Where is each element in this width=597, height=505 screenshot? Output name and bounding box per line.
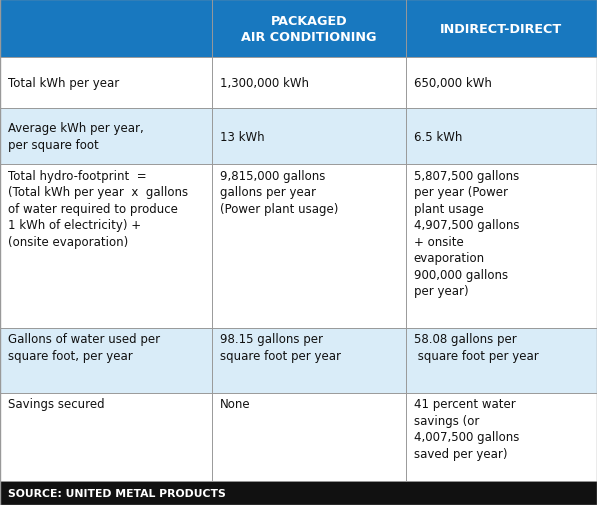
- Bar: [0, 329, 597, 393]
- Text: Total hydro-footprint  =
(Total kWh per year  x  gallons
of water required to pr: Total hydro-footprint = (Total kWh per y…: [8, 169, 188, 248]
- Bar: [0, 393, 597, 481]
- Text: INDIRECT-DIRECT: INDIRECT-DIRECT: [441, 23, 562, 35]
- Bar: [0, 0, 597, 58]
- Text: 650,000 kWh: 650,000 kWh: [414, 77, 491, 90]
- Text: 9,815,000 gallons
gallons per year
(Power plant usage): 9,815,000 gallons gallons per year (Powe…: [220, 169, 338, 215]
- Text: Savings secured: Savings secured: [8, 397, 104, 411]
- Bar: [0, 165, 597, 329]
- Text: Average kWh per year,
per square foot: Average kWh per year, per square foot: [8, 122, 143, 152]
- Text: 13 kWh: 13 kWh: [220, 130, 264, 143]
- Text: 58.08 gallons per
 square foot per year: 58.08 gallons per square foot per year: [414, 333, 538, 362]
- Bar: [0, 58, 597, 109]
- Text: 98.15 gallons per
square foot per year: 98.15 gallons per square foot per year: [220, 333, 341, 362]
- Text: SOURCE: UNITED METAL PRODUCTS: SOURCE: UNITED METAL PRODUCTS: [8, 488, 226, 498]
- Text: 5,807,500 gallons
per year (Power
plant usage
4,907,500 gallons
+ onsite
evapora: 5,807,500 gallons per year (Power plant …: [414, 169, 519, 297]
- Text: 1,300,000 kWh: 1,300,000 kWh: [220, 77, 309, 90]
- Text: 6.5 kWh: 6.5 kWh: [414, 130, 462, 143]
- Bar: [0, 109, 597, 165]
- Text: 41 percent water
savings (or
4,007,500 gallons
saved per year): 41 percent water savings (or 4,007,500 g…: [414, 397, 519, 460]
- Text: PACKAGED
AIR CONDITIONING: PACKAGED AIR CONDITIONING: [241, 15, 377, 43]
- Bar: [0, 481, 597, 505]
- Text: Gallons of water used per
square foot, per year: Gallons of water used per square foot, p…: [8, 333, 160, 362]
- Text: Total kWh per year: Total kWh per year: [8, 77, 119, 90]
- Text: None: None: [220, 397, 250, 411]
